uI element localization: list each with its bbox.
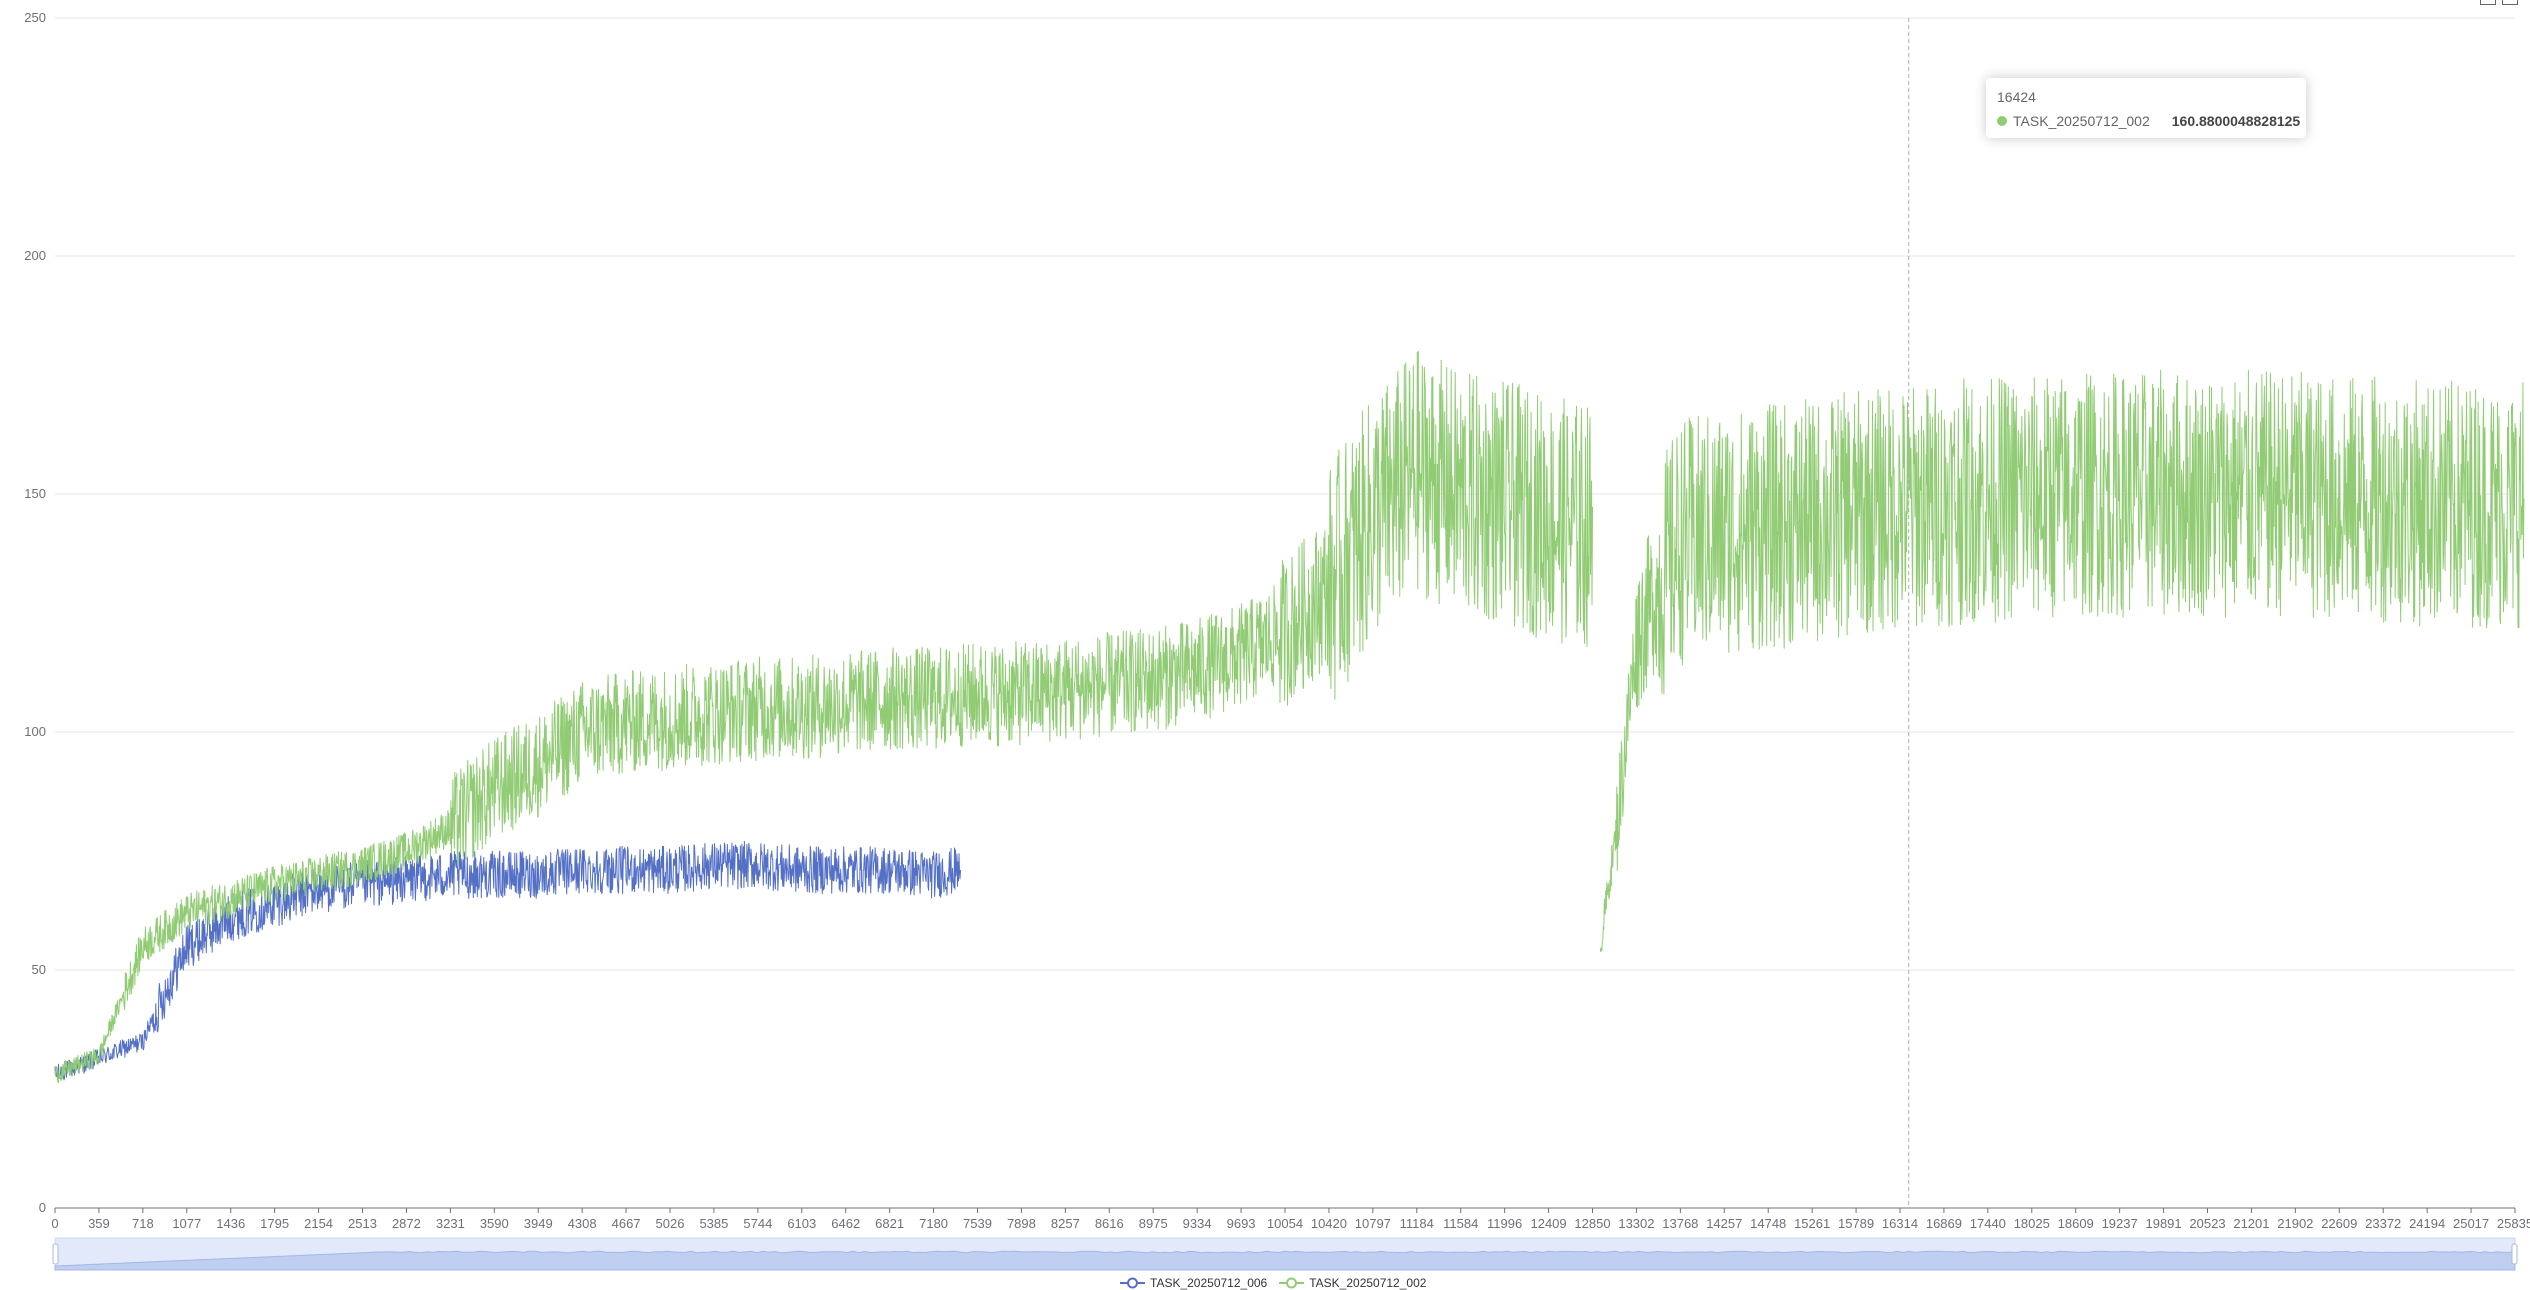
x-tick-label: 2513 [348,1216,377,1231]
grid-lines [55,17,2515,1209]
x-tick-label: 2872 [392,1216,421,1231]
x-tick-label: 12850 [1574,1216,1610,1231]
x-tick-label: 4308 [568,1216,597,1231]
series-layer [54,350,2525,1084]
x-tick-label: 22609 [2321,1216,2357,1231]
x-tick-label: 1436 [216,1216,245,1231]
x-tick-label: 10420 [1311,1216,1347,1231]
x-tick-label: 19237 [2102,1216,2138,1231]
tooltip-row: TASK_20250712_002 160.8800048828125 [1997,113,2300,129]
zoom-handle-right[interactable] [2511,1243,2518,1265]
x-tick-label: 19891 [2145,1216,2181,1231]
tooltip: 16424 TASK_20250712_002 160.880004882812… [1986,78,2306,138]
data-zoom-slider[interactable] [52,1237,2518,1271]
x-tick-label: 3949 [524,1216,553,1231]
y-tick-label: 50 [32,962,46,977]
x-tick-label: 16869 [1926,1216,1962,1231]
zoom-selection [55,1238,2515,1270]
x-tick-label: 9334 [1183,1216,1212,1231]
x-tick-label: 25017 [2453,1216,2489,1231]
x-tick-label: 14257 [1706,1216,1742,1231]
x-tick-label: 8616 [1095,1216,1124,1231]
x-tick-label: 18609 [2058,1216,2094,1231]
x-tick-label: 5385 [699,1216,728,1231]
y-tick-label: 0 [39,1200,46,1215]
fullscreen-icon[interactable] [2502,0,2518,5]
x-tick-label: 6821 [875,1216,904,1231]
y-tick-label: 150 [24,486,46,501]
x-tick-label: 16314 [1882,1216,1918,1231]
x-tick-label: 2154 [304,1216,333,1231]
x-tick-label: 8257 [1051,1216,1080,1231]
x-tick-label: 25835 [2497,1216,2530,1231]
zoom-preview-area [54,1250,2516,1271]
tooltip-value: 160.8800048828125 [2171,113,2301,129]
x-tick-label: 11996 [1487,1216,1522,1231]
x-tick-label: 6103 [787,1216,816,1231]
legend: TASK_20250712_006 TASK_20250712_002 [1120,1276,1438,1290]
x-tick-label: 13302 [1618,1216,1654,1231]
x-tick-label: 0 [51,1216,58,1231]
y-tick-label: 100 [24,724,46,739]
zoom-handle-left[interactable] [52,1243,59,1265]
x-tick-label: 5026 [656,1216,685,1231]
x-tick-label: 11184 [1400,1216,1434,1231]
y-tick-label: 200 [24,248,46,263]
y-tick-label: 250 [24,10,46,25]
x-tick-label: 15789 [1838,1216,1874,1231]
x-tick-label: 3590 [480,1216,509,1231]
x-tick-label: 12409 [1530,1216,1566,1231]
x-tick-label: 17440 [1970,1216,2006,1231]
x-tick-label: 21902 [2277,1216,2313,1231]
x-tick-label: 20523 [2189,1216,2225,1231]
x-tick-label: 7898 [1007,1216,1036,1231]
legend-label-series-2: TASK_20250712_002 [1309,1276,1427,1290]
x-tick-label: 15261 [1794,1216,1830,1231]
x-tick-label: 8975 [1139,1216,1168,1231]
x-tick-label: 24194 [2409,1216,2445,1231]
x-tick-label: 7539 [963,1216,992,1231]
x-tick-label: 14748 [1750,1216,1786,1231]
tooltip-series-dot [1997,116,2007,126]
x-tick-label: 9693 [1227,1216,1256,1231]
x-tick-label: 4667 [612,1216,641,1231]
legend-item-series-2[interactable]: TASK_20250712_002 [1279,1276,1426,1290]
x-tick-label: 359 [88,1216,110,1231]
x-tick-label: 5744 [743,1216,772,1231]
axes: 0 50 100 150 200 250 0 359 718 1077 1436 1795 2154 25… [24,10,2530,1231]
x-tick-label: 6462 [831,1216,860,1231]
x-tick-label: 10797 [1355,1216,1391,1231]
x-tick-label: 3231 [436,1216,465,1231]
x-tick-label: 718 [132,1216,154,1231]
x-tick-label: 7180 [919,1216,948,1231]
x-tick-label: 21201 [2233,1216,2269,1231]
x-tick-label: 1077 [172,1216,201,1231]
tooltip-title: 16424 [1997,89,2036,105]
x-tick-label: 1795 [260,1216,289,1231]
legend-series-1-icon [1120,1277,1145,1289]
series-line-2 [54,350,2525,1084]
x-tick-label: 13768 [1662,1216,1698,1231]
restore-icon[interactable] [2480,0,2496,5]
x-tick-label: 23372 [2365,1216,2401,1231]
x-tick-label: 11584 [1443,1216,1478,1231]
legend-item-series-1[interactable]: TASK_20250712_006 [1120,1276,1267,1290]
x-tick-label: 10054 [1267,1216,1303,1231]
tooltip-series-name: TASK_20250712_002 [2013,113,2150,129]
legend-label-series-1: TASK_20250712_006 [1150,1276,1268,1290]
x-tick-label: 18025 [2014,1216,2050,1231]
series-line-1 [54,841,961,1081]
